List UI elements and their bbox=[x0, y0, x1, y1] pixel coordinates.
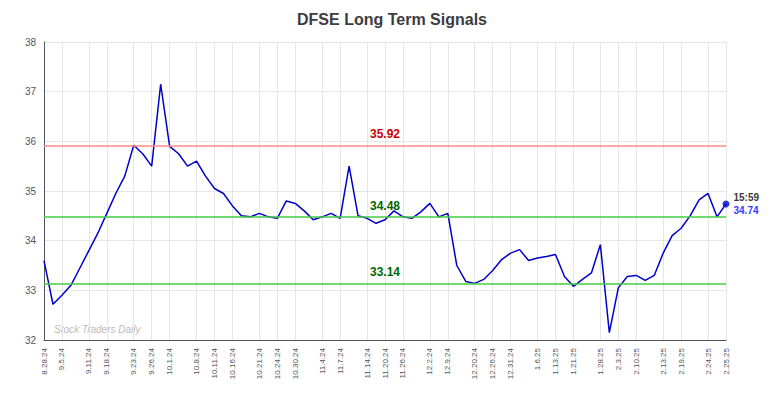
svg-text:DFSE Long Term Signals: DFSE Long Term Signals bbox=[297, 11, 487, 28]
svg-text:9.5.24: 9.5.24 bbox=[57, 347, 66, 370]
svg-text:2.10.25: 2.10.25 bbox=[632, 347, 641, 374]
svg-text:2.19.25: 2.19.25 bbox=[677, 347, 686, 374]
svg-text:9.18.24: 9.18.24 bbox=[102, 347, 111, 374]
svg-text:34.74: 34.74 bbox=[734, 205, 759, 216]
svg-text:1.13.25: 1.13.25 bbox=[551, 347, 560, 374]
svg-text:11.14.24: 11.14.24 bbox=[363, 347, 372, 378]
svg-text:8.28.24: 8.28.24 bbox=[40, 347, 49, 374]
svg-text:1.28.25: 1.28.25 bbox=[596, 347, 605, 374]
svg-text:37: 37 bbox=[25, 86, 37, 97]
svg-text:12.26.24: 12.26.24 bbox=[488, 347, 497, 379]
svg-text:10.11.24: 10.11.24 bbox=[210, 347, 219, 378]
svg-text:11.7.24: 11.7.24 bbox=[336, 347, 345, 374]
svg-text:35: 35 bbox=[25, 186, 37, 197]
svg-text:32: 32 bbox=[25, 335, 37, 346]
svg-text:11.20.24: 11.20.24 bbox=[381, 347, 390, 378]
svg-text:1.6.25: 1.6.25 bbox=[533, 347, 542, 370]
svg-text:2.13.25: 2.13.25 bbox=[659, 347, 668, 374]
svg-text:12.20.24: 12.20.24 bbox=[470, 347, 479, 379]
svg-text:10.21.24: 10.21.24 bbox=[255, 347, 264, 379]
svg-text:2.24.25: 2.24.25 bbox=[704, 347, 713, 374]
svg-text:36: 36 bbox=[25, 136, 37, 147]
svg-text:Stock Traders Daily: Stock Traders Daily bbox=[54, 324, 142, 335]
svg-text:9.23.24: 9.23.24 bbox=[129, 347, 138, 374]
svg-text:2.25.25: 2.25.25 bbox=[722, 347, 731, 374]
svg-text:15:59: 15:59 bbox=[734, 192, 760, 203]
svg-text:2.3.25: 2.3.25 bbox=[614, 347, 623, 370]
svg-text:10.1.24: 10.1.24 bbox=[165, 347, 174, 374]
svg-text:12.31.24: 12.31.24 bbox=[506, 347, 515, 379]
svg-text:10.30.24: 10.30.24 bbox=[291, 347, 300, 379]
svg-text:12.2.24: 12.2.24 bbox=[425, 347, 434, 374]
svg-text:33.14: 33.14 bbox=[370, 265, 400, 279]
svg-text:1.21.25: 1.21.25 bbox=[569, 347, 578, 374]
svg-text:34: 34 bbox=[25, 235, 37, 246]
svg-text:10.8.24: 10.8.24 bbox=[192, 347, 201, 374]
svg-text:33: 33 bbox=[25, 285, 37, 296]
svg-text:9.26.24: 9.26.24 bbox=[147, 347, 156, 374]
svg-text:12.9.24: 12.9.24 bbox=[443, 347, 452, 374]
svg-text:34.48: 34.48 bbox=[370, 199, 400, 213]
svg-text:38: 38 bbox=[25, 37, 37, 48]
svg-text:10.24.24: 10.24.24 bbox=[273, 347, 282, 379]
svg-text:11.26.24: 11.26.24 bbox=[398, 347, 407, 378]
svg-text:10.16.24: 10.16.24 bbox=[228, 347, 237, 379]
svg-text:11.4.24: 11.4.24 bbox=[318, 347, 327, 374]
svg-text:9.11.24: 9.11.24 bbox=[84, 347, 93, 374]
svg-text:35.92: 35.92 bbox=[370, 127, 400, 141]
